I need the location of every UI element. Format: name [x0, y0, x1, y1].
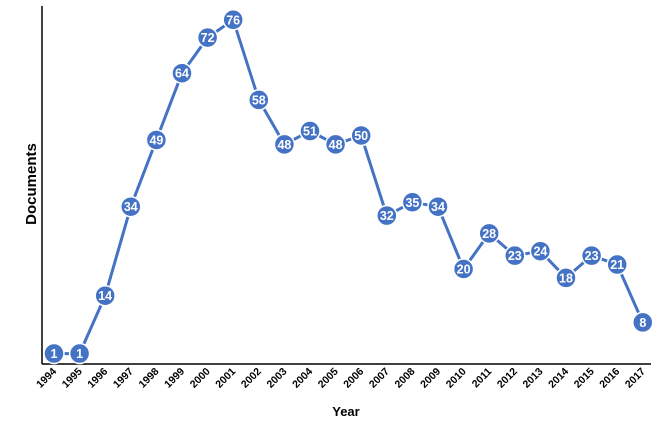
x-tick-label-2004: 2004: [290, 366, 315, 391]
data-markers: 1 1 14 34 49 64 72 76 58 48 51 48 50 32 35 34 20 28 23 24 18…: [43, 9, 654, 365]
data-point-1999: [171, 62, 193, 84]
data-label-2010: 20: [457, 263, 471, 277]
data-point-2010: [452, 258, 475, 280]
x-tick-label-2016: 2016: [597, 366, 622, 391]
data-point-2000: [196, 26, 219, 49]
x-tick-label-2010: 2010: [444, 366, 469, 391]
data-label-2007: 32: [380, 209, 394, 223]
data-label-2008: 35: [405, 196, 419, 210]
x-tick-label-2007: 2007: [367, 366, 392, 391]
data-point-1997: [120, 195, 142, 218]
x-tick-label-2011: 2011: [470, 366, 495, 391]
data-point-2002: [248, 89, 270, 111]
data-label-1996: 14: [98, 289, 112, 303]
data-label-1997: 34: [124, 200, 138, 214]
data-label-2002: 58: [252, 93, 266, 107]
x-tick-label-2006: 2006: [341, 366, 366, 391]
data-label-2004: 51: [303, 125, 317, 139]
data-point-2014: [555, 267, 577, 289]
data-point-2004: [299, 120, 321, 142]
data-point-1995: [68, 342, 91, 365]
x-tick-label-1995: 1995: [60, 366, 85, 391]
data-label-2001: 76: [226, 13, 240, 27]
data-label-2009: 34: [431, 200, 445, 214]
data-point-2012: [504, 244, 526, 267]
data-point-2003: [273, 133, 296, 156]
data-label-2015: 23: [585, 249, 599, 263]
x-tick-label-2000: 2000: [188, 366, 213, 391]
data-point-2005: [324, 133, 347, 156]
x-tick-label-2002: 2002: [239, 366, 264, 391]
data-point-2006: [350, 124, 372, 147]
data-point-2013: [529, 240, 552, 262]
x-tick-label-2009: 2009: [418, 366, 443, 391]
x-tick-label-2003: 2003: [265, 366, 290, 391]
x-tick-labels: 1994 1995 1996 1997 1998 1999 2000 2001 2002 2003…: [34, 366, 648, 391]
data-label-2017: 8: [639, 316, 646, 330]
data-point-2016: [606, 253, 628, 276]
data-label-2006: 50: [354, 129, 368, 143]
series-line: [54, 18, 645, 356]
data-label-1999: 64: [175, 67, 189, 81]
data-point-1994: [43, 342, 65, 365]
data-point-2001: [222, 9, 244, 31]
x-tick-label-1994: 1994: [34, 366, 59, 391]
x-tick-label-1998: 1998: [137, 366, 162, 391]
data-label-2012: 23: [508, 249, 522, 263]
x-tick-label-2013: 2013: [521, 366, 546, 391]
x-axis-label: Year: [332, 404, 359, 419]
x-tick-label-1997: 1997: [111, 366, 136, 391]
x-tick-label-2012: 2012: [495, 366, 520, 391]
data-label-2003: 48: [277, 138, 291, 152]
x-tick-label-2014: 2014: [546, 366, 571, 391]
data-label-2016: 21: [610, 258, 624, 272]
data-label-2013: 24: [533, 245, 547, 259]
x-tick-label-1996: 1996: [85, 366, 110, 391]
x-tick-label-1999: 1999: [162, 366, 187, 391]
data-point-1996: [94, 284, 116, 307]
data-label-2005: 48: [329, 138, 343, 152]
data-label-2000: 72: [201, 31, 215, 45]
data-point-2008: [401, 191, 424, 213]
data-label-2011: 28: [482, 227, 496, 241]
x-tick-label-2015: 2015: [572, 366, 597, 391]
data-point-2009: [427, 195, 449, 218]
y-axis-label: Documents: [23, 143, 40, 225]
data-point-2011: [478, 222, 500, 245]
x-tick-label-2017: 2017: [623, 366, 648, 391]
x-tick-label-2005: 2005: [316, 366, 341, 391]
data-label-1998: 49: [149, 133, 163, 147]
data-label-1995: 1: [76, 347, 83, 361]
data-label-1994: 1: [51, 347, 58, 361]
data-point-1998: [145, 129, 168, 151]
data-point-2015: [580, 244, 603, 267]
data-label-2014: 18: [559, 271, 573, 285]
data-point-2017: [632, 311, 654, 334]
data-point-2007: [376, 204, 398, 227]
x-tick-label-2001: 2001: [213, 366, 238, 391]
x-tick-label-2008: 2008: [393, 366, 418, 391]
